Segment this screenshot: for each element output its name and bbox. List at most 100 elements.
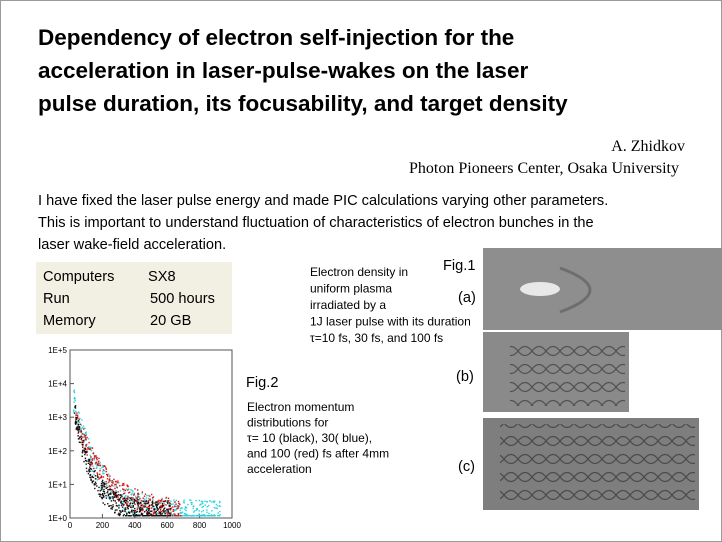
scatter-dot (125, 488, 127, 490)
scatter-dot (114, 512, 116, 514)
scatter-dot (102, 493, 104, 495)
scatter-dot (146, 508, 148, 510)
scatter-dot (133, 500, 135, 502)
scatter-dot (101, 486, 103, 489)
scatter-dot (111, 481, 113, 484)
scatter-dot (96, 475, 99, 477)
scatter-dot (89, 464, 91, 467)
scatter-dot (88, 441, 90, 444)
scatter-dot (93, 467, 95, 470)
scatter-dot (202, 505, 205, 508)
scatter-dot (142, 500, 144, 502)
scatter-dot (133, 502, 135, 504)
scatter-dot (208, 504, 210, 507)
scatter-dot (81, 441, 83, 444)
scatter-dot (158, 515, 160, 517)
scatter-dot (204, 504, 206, 506)
scatter-dot (156, 504, 159, 506)
scatter-dot (110, 500, 113, 502)
scatter-dot (132, 514, 134, 516)
scatter-dot (103, 470, 106, 472)
scatter-dot (91, 459, 93, 461)
scatter-dot (172, 509, 174, 511)
scatter-dot (150, 507, 153, 509)
scatter-dot (177, 505, 179, 507)
scatter-dot (146, 512, 148, 515)
scatter-dot (194, 510, 196, 512)
scatter-dot (169, 515, 171, 517)
scatter-dot (102, 466, 105, 468)
scatter-dot (114, 487, 116, 490)
scatter-dot (198, 510, 200, 512)
scatter-dot (97, 464, 100, 466)
scatter-dot (122, 504, 125, 506)
scatter-dot (90, 463, 92, 466)
scatter-dot (127, 501, 129, 503)
scatter-dot (198, 513, 200, 515)
scatter-dot (219, 500, 221, 503)
scatter-dot (86, 451, 88, 453)
scatter-dot (94, 470, 96, 472)
scatter-dot (168, 505, 170, 508)
scatter-dot (119, 510, 121, 512)
scatter-dot (183, 515, 186, 517)
scatter-dot (217, 515, 219, 517)
scatter-dot (142, 509, 144, 512)
scatter-dot (204, 515, 206, 517)
panel-label: (a) (458, 290, 476, 306)
scatter-dot (169, 505, 171, 507)
scatter-dot (137, 502, 140, 504)
scatter-dot (147, 505, 150, 508)
scatter-dot (172, 513, 175, 515)
scatter-dot (89, 461, 91, 463)
scatter-dot (162, 515, 164, 517)
scatter-dot (73, 389, 75, 391)
scatter-dot (169, 512, 171, 514)
y-tick-label: 1E+2 (48, 447, 67, 456)
scatter-dot (208, 515, 211, 517)
scatter-dot (110, 490, 112, 493)
scatter-dot (148, 504, 151, 507)
scatter-dot (154, 511, 156, 513)
scatter-dot (132, 505, 135, 507)
scatter-dot (147, 497, 150, 500)
scatter-dot (138, 506, 141, 508)
scatter-dot (113, 496, 115, 499)
scatter-dot (191, 501, 193, 504)
scatter-dot (163, 508, 165, 510)
scatter-dot (125, 502, 127, 504)
sim-panel-a (483, 248, 722, 330)
scatter-dot (80, 435, 82, 437)
scatter-dot (153, 515, 155, 517)
scatter-dot (117, 491, 119, 493)
scatter-dot (127, 489, 129, 491)
scatter-dot (102, 484, 105, 486)
scatter-dot (90, 456, 92, 458)
scatter-dot (137, 489, 139, 491)
scatter-dot (81, 433, 83, 435)
scatter-dot (167, 497, 170, 499)
scatter-dot (127, 515, 129, 517)
scatter-dot (185, 509, 187, 512)
scatter-dot (178, 505, 180, 508)
scatter-dot (115, 502, 117, 504)
scatter-dot (82, 441, 85, 443)
scatter-dot (195, 509, 197, 511)
scatter-dot (155, 501, 157, 503)
scatter-dot (150, 510, 152, 513)
table-cell: Run (43, 291, 70, 307)
scatter-dot (141, 506, 143, 508)
scatter-dot (176, 505, 178, 508)
scatter-dot (75, 421, 78, 423)
scatter-dot (125, 495, 127, 497)
scatter-dot (183, 502, 185, 504)
scatter-dot (81, 451, 84, 453)
x-tick-label: 200 (96, 521, 110, 530)
scatter-dot (159, 505, 162, 507)
scatter-dot (132, 513, 134, 515)
scatter-dot (107, 495, 109, 497)
scatter-dot (106, 478, 109, 480)
scatter-dot (126, 498, 129, 500)
scatter-dot (90, 478, 92, 481)
scatter-dot (105, 487, 107, 489)
